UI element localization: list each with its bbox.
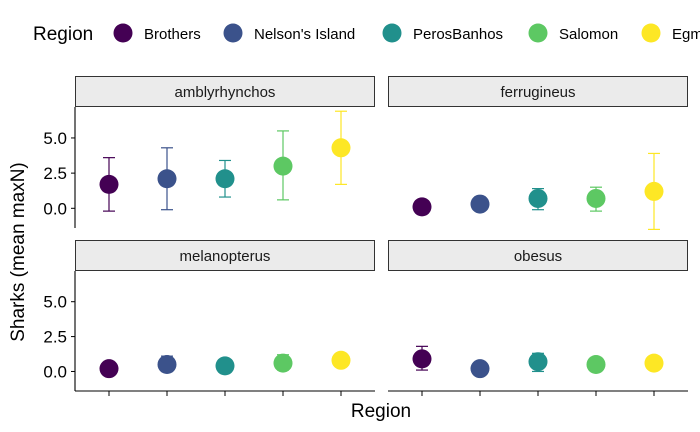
facet-panels: amblyrhynchos 0.0 2.5 5.0 ferrugineus melanop…: [43, 76, 688, 396]
legend-title: Region: [33, 24, 93, 45]
point-melanopterus-perosbanhos: [215, 356, 235, 376]
facet-amblyrhynchos: amblyrhynchos 0.0 2.5 5.0: [43, 76, 375, 228]
point-melanopterus-brothers: [99, 359, 119, 379]
y-tick-label: 0.0: [43, 362, 67, 381]
y-tick-label: 5.0: [43, 129, 67, 148]
point-obesus-perosbanhos: [528, 352, 548, 372]
point-obesus-salomon: [586, 354, 606, 374]
facet-ferrugineus: ferrugineus: [388, 76, 688, 231]
point-amblyrhynchos-salomon: [273, 156, 293, 176]
point-ferrugineus-perosbanhos: [528, 188, 548, 208]
legend-label-perosbanhos: PerosBanhos: [413, 26, 503, 43]
facet-strip-obesus: [388, 240, 688, 271]
y-axis-label: Sharks (mean maxN): [8, 162, 29, 342]
point-ferrugineus-brothers: [412, 197, 432, 217]
point-obesus-nelson-s-island: [470, 359, 490, 379]
legend-label-brothers: Brothers: [144, 26, 201, 43]
point-amblyrhynchos-nelson-s-island: [157, 169, 177, 189]
legend-swatch-nelson-s-island: [223, 23, 243, 43]
facet-title-melanopterus: melanopterus: [180, 248, 271, 265]
point-ferrugineus-egmont: [644, 181, 664, 201]
point-melanopterus-salomon: [273, 353, 293, 373]
facet-melanopterus: melanopterus 0.0 2.5 5.0: [43, 240, 375, 396]
y-tick-label: 5.0: [43, 293, 67, 312]
point-amblyrhynchos-brothers: [99, 174, 119, 194]
point-melanopterus-egmont: [331, 350, 351, 370]
facet-strip-ferrugineus: [388, 76, 688, 107]
legend-label-nelson-s-island: Nelson's Island: [254, 26, 355, 43]
facet-title-ferrugineus: ferrugineus: [500, 84, 575, 101]
point-amblyrhynchos-egmont: [331, 138, 351, 158]
point-ferrugineus-salomon: [586, 188, 606, 208]
legend-swatch-egmont: [641, 23, 661, 43]
legend-swatch-salomon: [528, 23, 548, 43]
facet-title-amblyrhynchos: amblyrhynchos: [175, 84, 276, 101]
facet-strip-melanopterus: [75, 240, 375, 271]
legend-swatch-perosbanhos: [382, 23, 402, 43]
legend: Region Brothers Nelson's Island PerosBanho…: [33, 23, 700, 45]
legend-swatch-brothers: [113, 23, 133, 43]
legend-label-salomon: Salomon: [559, 26, 618, 43]
point-amblyrhynchos-perosbanhos: [215, 169, 235, 189]
point-obesus-brothers: [412, 349, 432, 369]
facet-strip-amblyrhynchos: [75, 76, 375, 107]
x-axis-label: Region: [351, 401, 411, 422]
facet-title-obesus: obesus: [514, 248, 562, 265]
legend-label-egmont: Egmont: [672, 26, 700, 43]
y-tick-label: 0.0: [43, 199, 67, 218]
point-obesus-egmont: [644, 353, 664, 373]
y-tick-label: 2.5: [43, 164, 67, 183]
facet-obesus: obesus: [388, 240, 688, 396]
y-tick-label: 2.5: [43, 328, 67, 347]
point-melanopterus-nelson-s-island: [157, 354, 177, 374]
point-ferrugineus-nelson-s-island: [470, 194, 490, 214]
